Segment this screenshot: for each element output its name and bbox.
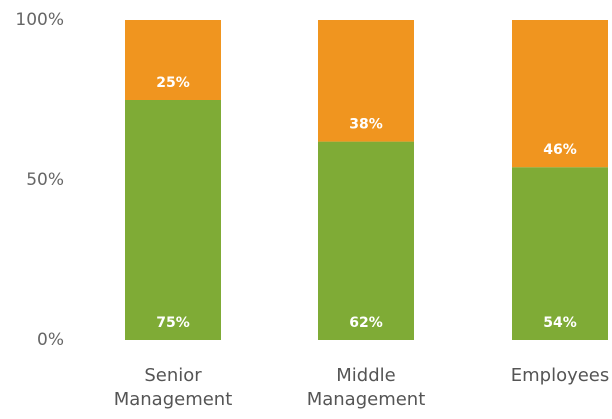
y-tick-label: 50% [26, 170, 64, 190]
x-tick-label: Senior Management [108, 364, 238, 412]
x-tick-label: Middle Management [301, 364, 431, 412]
chart: 0% 50% 100% 75% 25% 62% 38% 54% 46% Senior Manag… [0, 0, 612, 419]
value-label: 46% [543, 142, 577, 158]
value-label: 25% [156, 75, 190, 91]
bar-segment [125, 100, 221, 340]
bar-segment [318, 142, 414, 340]
value-label: 62% [349, 315, 383, 331]
value-label: 75% [156, 315, 190, 331]
plot: 0% 50% 100% 75% 25% 62% 38% 54% 46% [0, 0, 612, 419]
y-tick-label: 0% [37, 330, 64, 350]
value-label: 38% [349, 117, 383, 133]
value-label: 54% [543, 315, 577, 331]
x-tick-label: Employees [495, 364, 612, 388]
y-tick-label: 100% [15, 10, 64, 30]
